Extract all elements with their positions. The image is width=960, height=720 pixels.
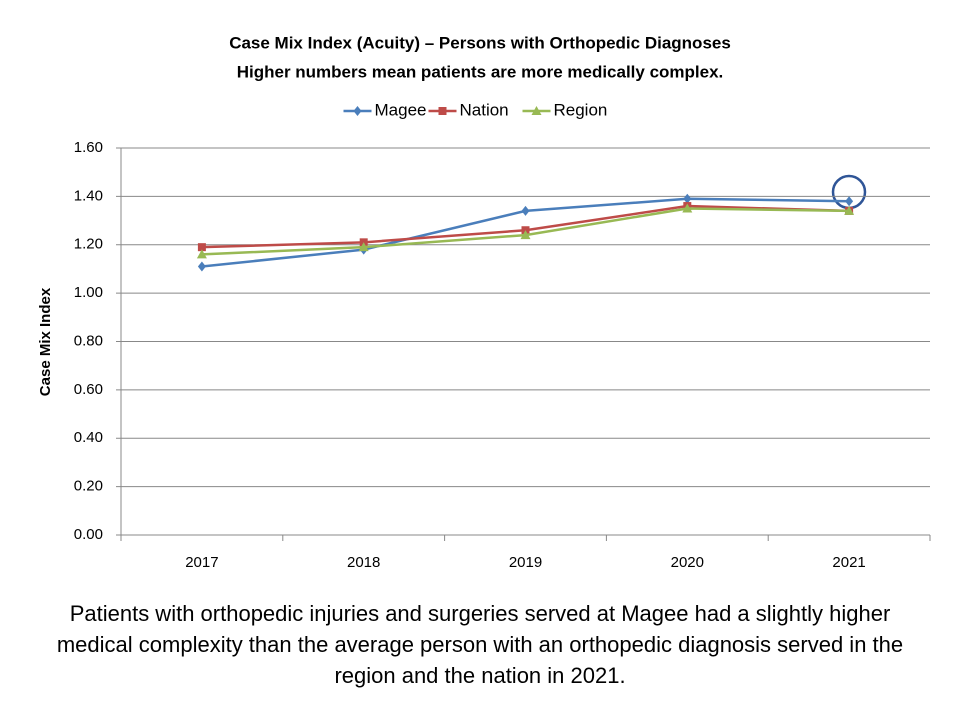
marker [521, 205, 530, 216]
y-tick-label: 1.40 [74, 187, 103, 204]
y-tick-label: 0.80 [74, 332, 103, 349]
caption: Patients with orthopedic injuries and su… [56, 601, 904, 688]
x-tick-label: 2020 [671, 554, 704, 571]
legend-label: Nation [460, 100, 509, 119]
marker [353, 106, 362, 116]
y-tick-label: 0.20 [74, 478, 103, 495]
marker [197, 261, 206, 272]
y-tick-label: 1.60 [74, 139, 103, 156]
chart-subtitle: Higher numbers mean patients are more me… [237, 62, 724, 81]
marker [531, 106, 542, 115]
legend-label: Magee [375, 100, 427, 119]
marker [358, 242, 369, 252]
y-tick-label: 0.40 [74, 429, 103, 446]
y-axis-label: Case Mix Index [37, 287, 54, 396]
x-tick-label: 2018 [347, 554, 380, 571]
x-tick-label: 2017 [185, 554, 218, 571]
y-tick-label: 0.60 [74, 381, 103, 398]
marker [438, 107, 447, 115]
marker [844, 205, 855, 215]
marker [520, 230, 531, 240]
marker [682, 203, 693, 213]
chart: Case Mix Index (Acuity) – Persons with O… [37, 33, 931, 571]
y-tick-label: 0.00 [74, 526, 103, 543]
marker [196, 249, 207, 259]
marker [845, 196, 854, 207]
y-tick-label: 1.00 [74, 284, 103, 301]
x-tick-label: 2019 [509, 554, 542, 571]
marker [197, 243, 206, 252]
marker [683, 193, 692, 204]
y-tick-label: 1.20 [74, 236, 103, 253]
x-tick-label: 2021 [832, 554, 865, 571]
legend-label: Region [554, 100, 608, 119]
chart-title: Case Mix Index (Acuity) – Persons with O… [229, 33, 731, 52]
